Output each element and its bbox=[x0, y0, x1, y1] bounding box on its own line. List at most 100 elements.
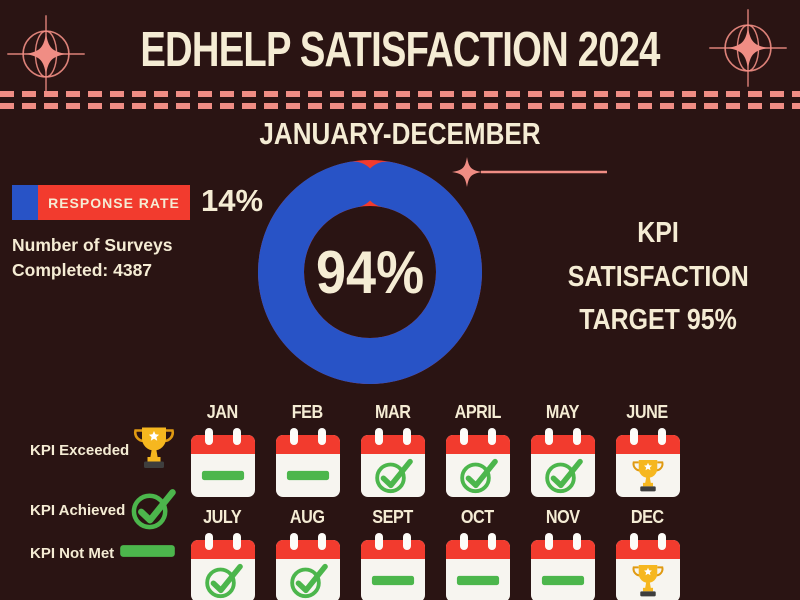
month-label: FEB bbox=[291, 402, 324, 422]
surveys-line2: Completed: 4387 bbox=[12, 260, 153, 281]
calendar-header bbox=[275, 540, 340, 559]
trophy-icon bbox=[133, 427, 175, 468]
month-label: MAR bbox=[374, 402, 411, 422]
calendar-pin-icon bbox=[459, 428, 468, 445]
legend-item: KPI Not Met bbox=[30, 544, 176, 563]
bar-icon bbox=[456, 575, 499, 586]
calendar-header bbox=[360, 540, 425, 559]
month-cell: NOV bbox=[520, 507, 605, 600]
calendar-pin-icon bbox=[629, 428, 638, 445]
dashed-divider bbox=[0, 103, 800, 109]
calendar-pin-icon bbox=[374, 533, 383, 550]
calendar-icon bbox=[275, 533, 340, 600]
trophy-icon bbox=[632, 565, 663, 597]
trophy-icon bbox=[632, 460, 663, 492]
month-label: JAN bbox=[206, 402, 239, 422]
calendar-header bbox=[615, 435, 680, 454]
legend-label: KPI Achieved bbox=[30, 501, 126, 519]
kpi-legend: KPI Exceeded KPI Achieved KPI Not Met bbox=[30, 424, 176, 572]
check-icon bbox=[289, 563, 328, 598]
response-rate-value: 14% bbox=[201, 183, 264, 218]
calendar-pin-icon bbox=[487, 428, 496, 445]
calendar-pin-icon bbox=[657, 428, 666, 445]
calendar-status-slot bbox=[531, 454, 595, 497]
calendar-pin-icon bbox=[402, 428, 411, 445]
calendar-pin-icon bbox=[459, 533, 468, 550]
calendar-pin-icon bbox=[629, 533, 638, 550]
calendar-header bbox=[615, 540, 680, 559]
calendar-pin-icon bbox=[487, 533, 496, 550]
calendar-status-slot bbox=[276, 454, 340, 497]
calendar-icon bbox=[530, 428, 595, 497]
response-rate-label-chip: RESPONSE RATE bbox=[38, 185, 190, 220]
calendar-pin-icon bbox=[204, 428, 213, 445]
calendar-status-slot bbox=[616, 559, 680, 600]
month-cell: OCT bbox=[435, 507, 520, 600]
calendar-pin-icon bbox=[544, 428, 553, 445]
check-icon bbox=[459, 458, 498, 493]
calendar-pin-icon bbox=[374, 428, 383, 445]
legend-icon-slot bbox=[119, 544, 176, 563]
month-cell: FEB bbox=[265, 402, 350, 497]
bar-icon bbox=[120, 545, 175, 557]
month-label: JULY bbox=[203, 507, 242, 527]
calendar-icon bbox=[275, 428, 340, 497]
calendar-pin-icon bbox=[204, 533, 213, 550]
bar-icon bbox=[201, 470, 244, 481]
response-rate-bar-accent bbox=[12, 185, 38, 220]
month-cell: JUNE bbox=[605, 402, 690, 497]
satisfaction-donut-chart: 94% bbox=[257, 159, 483, 385]
month-label: NOV bbox=[545, 507, 580, 527]
month-cell: APRIL bbox=[435, 402, 520, 497]
calendar-pin-icon bbox=[572, 533, 581, 550]
month-label: MAY bbox=[545, 402, 580, 422]
calendar-header bbox=[190, 435, 255, 454]
bar-icon bbox=[286, 470, 329, 481]
calendar-status-slot bbox=[446, 454, 510, 497]
month-cell: DEC bbox=[605, 507, 690, 600]
calendar-pin-icon bbox=[317, 533, 326, 550]
month-label: DEC bbox=[631, 507, 664, 527]
surveys-completed-text: Number of Surveys Completed: 4387 bbox=[12, 233, 172, 284]
month-label: APRIL bbox=[454, 402, 501, 422]
calendar-pin-icon bbox=[232, 533, 241, 550]
sparkle-ornament-icon bbox=[709, 9, 787, 87]
donut-svg bbox=[258, 160, 482, 384]
legend-label: KPI Not Met bbox=[30, 545, 115, 562]
month-cell: MAR bbox=[350, 402, 435, 497]
bar-icon bbox=[371, 575, 414, 586]
check-icon bbox=[374, 458, 413, 493]
calendar-status-slot bbox=[531, 559, 595, 600]
month-label: AUG bbox=[290, 507, 325, 527]
date-range-subtitle: JANUARY-DECEMBER bbox=[259, 116, 541, 151]
calendar-icon bbox=[445, 428, 510, 497]
kpi-target-line3: TARGET 95% bbox=[579, 304, 737, 336]
check-icon bbox=[131, 489, 176, 530]
legend-item: KPI Exceeded bbox=[30, 424, 176, 476]
kpi-target-line1: KPI bbox=[637, 217, 679, 249]
donut-arc-achieved bbox=[258, 160, 482, 384]
legend-icon-slot bbox=[132, 424, 176, 476]
calendar-status-slot bbox=[276, 559, 340, 600]
month-cell: AUG bbox=[265, 507, 350, 600]
calendar-status-slot bbox=[191, 559, 255, 600]
calendar-pin-icon bbox=[572, 428, 581, 445]
calendar-icon bbox=[190, 533, 255, 600]
calendar-header bbox=[530, 540, 595, 559]
month-label: JUNE bbox=[626, 402, 669, 422]
calendar-pin-icon bbox=[657, 533, 666, 550]
month-cell: SEPT bbox=[350, 507, 435, 600]
calendar-header bbox=[530, 435, 595, 454]
calendar-status-slot bbox=[616, 454, 680, 497]
check-icon bbox=[204, 563, 243, 598]
sparkle-line-ornament-icon bbox=[452, 157, 607, 187]
legend-icon-slot bbox=[129, 485, 176, 535]
sparkle-ornament-icon bbox=[7, 15, 85, 93]
calendar-header bbox=[190, 540, 255, 559]
calendar-status-slot bbox=[361, 454, 425, 497]
calendar-header bbox=[360, 435, 425, 454]
calendar-header bbox=[445, 540, 510, 559]
calendar-icon bbox=[615, 428, 680, 497]
calendar-pin-icon bbox=[289, 533, 298, 550]
legend-item: KPI Achieved bbox=[30, 485, 176, 535]
